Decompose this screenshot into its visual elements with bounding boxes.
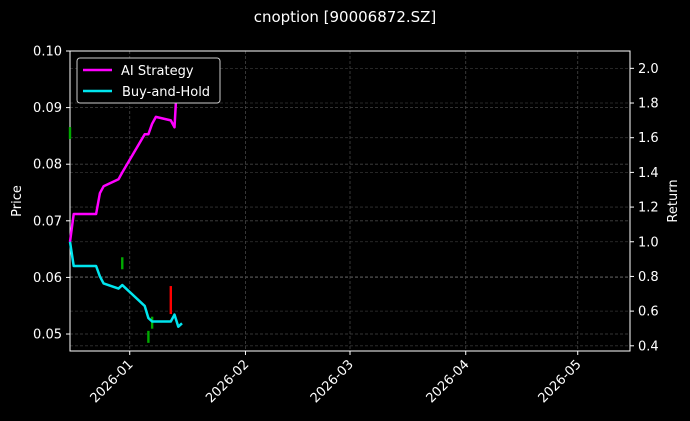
left-tick-label: 0.07 bbox=[33, 214, 62, 229]
right-tick-label: 1.2 bbox=[638, 201, 659, 216]
right-tick-label: 0.4 bbox=[638, 339, 659, 354]
legend-box bbox=[76, 57, 221, 104]
legend: AI Strategy Buy-and-Hold bbox=[76, 57, 221, 104]
left-tick-label: 0.09 bbox=[33, 101, 62, 116]
series-line bbox=[68, 59, 180, 242]
x-tick-label: 2026-02 bbox=[203, 357, 252, 406]
legend-label-bh: Buy-and-Hold bbox=[122, 85, 210, 100]
left-tick-label: 0.10 bbox=[33, 45, 62, 60]
left-axis-label: Price bbox=[10, 185, 25, 217]
right-axis: 0.4 0.6 0.8 1.0 1.2 1.4 1.6 1.8 2.0 bbox=[630, 62, 659, 354]
x-tick-label: 2026-03 bbox=[308, 357, 357, 406]
x-tick-label: 2026-05 bbox=[536, 357, 585, 406]
series-lines bbox=[68, 59, 183, 328]
left-tick-label: 0.06 bbox=[33, 271, 62, 286]
right-tick-label: 1.8 bbox=[638, 97, 659, 112]
right-tick-label: 0.8 bbox=[638, 270, 659, 285]
right-axis-label: Return bbox=[666, 179, 681, 222]
left-tick-label: 0.08 bbox=[33, 158, 62, 173]
chart-title: cnoption [90006872.SZ] bbox=[253, 8, 437, 26]
x-tick-label: 2026-01 bbox=[88, 357, 137, 406]
series-line bbox=[68, 241, 183, 328]
right-tick-label: 1.6 bbox=[638, 131, 659, 146]
left-tick-label: 0.05 bbox=[33, 328, 62, 343]
candles bbox=[68, 127, 172, 343]
right-tick-label: 1.0 bbox=[638, 235, 659, 250]
x-tick-label: 2026-04 bbox=[424, 357, 473, 406]
left-axis: 0.05 0.06 0.07 0.08 0.09 0.10 bbox=[33, 45, 70, 343]
right-tick-label: 0.6 bbox=[638, 305, 659, 320]
right-tick-label: 2.0 bbox=[638, 62, 659, 77]
right-tick-label: 1.4 bbox=[638, 166, 659, 181]
x-axis: 2026-01 2026-02 2026-03 2026-04 2026-05 bbox=[88, 351, 585, 406]
legend-label-ai: AI Strategy bbox=[121, 64, 194, 79]
